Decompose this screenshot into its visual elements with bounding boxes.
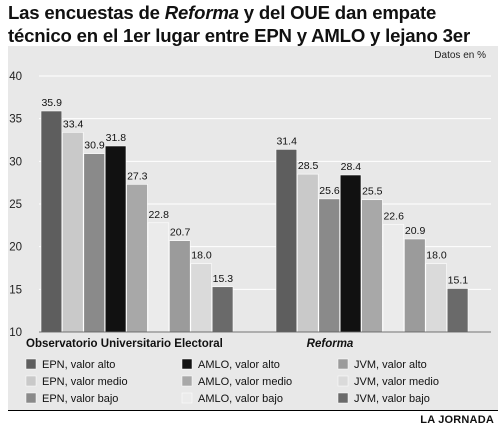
- data-label-g1-s5: 27.3: [127, 170, 148, 182]
- legend-swatch-2: [25, 375, 37, 387]
- data-label-g1-s2: 33.4: [63, 118, 84, 130]
- data-label-g2-s1: 31.4: [276, 135, 297, 147]
- legend-swatch-8: [337, 375, 349, 387]
- bar-g2-s7: [404, 238, 426, 333]
- data-label-g1-s6: 22.8: [148, 209, 169, 221]
- headline: Las encuestas de Reforma y del OUE dan e…: [8, 1, 496, 70]
- data-label-g2-s2: 28.5: [298, 160, 319, 172]
- credit: LA JORNADA: [420, 414, 494, 426]
- legend-swatch-5: [181, 375, 193, 387]
- group-label-reforma: Reforma: [307, 338, 354, 350]
- data-label-g2-s8: 18.0: [426, 250, 447, 262]
- bar-chart: Datos en % 10 15 20 25 30 35 40 35.933.430.931.8…: [9, 50, 491, 405]
- data-label-g2-s4: 28.4: [341, 161, 362, 173]
- y-tick-label-10: 10: [9, 327, 22, 339]
- bar-g2-s8: [425, 263, 447, 333]
- data-label-g1-s3: 30.9: [84, 140, 105, 152]
- y-tick-label-20: 20: [9, 242, 22, 254]
- footer-rule: [8, 410, 498, 411]
- y-tick-label-35: 35: [9, 114, 22, 126]
- bar-g1-s2: [62, 132, 84, 333]
- legend-swatch-3: [25, 392, 37, 404]
- legend-label-2: EPN, valor medio: [42, 376, 128, 388]
- bar-g2-s6: [382, 224, 405, 333]
- bar-g1-s6: [147, 222, 170, 333]
- headline-source-name: Reforma: [164, 2, 239, 23]
- legend-label-4: AMLO, valor alto: [198, 359, 280, 371]
- group-label-oue: Observatorio Universitario Electoral: [26, 338, 223, 350]
- y-tick-label-25: 25: [9, 199, 22, 211]
- bar-g2-s3: [318, 198, 340, 333]
- bar-g1-s4: [104, 145, 127, 333]
- data-label-g1-s1: 35.9: [41, 97, 62, 109]
- legend-label-5: AMLO, valor medio: [198, 376, 292, 388]
- legend-swatch-6: [181, 392, 193, 404]
- data-label-g2-s6: 22.6: [383, 210, 404, 222]
- data-label-g2-s9: 15.1: [448, 274, 469, 286]
- data-label-g2-s7: 20.9: [405, 225, 426, 237]
- legend-label-9: JVM, valor bajo: [354, 393, 430, 405]
- data-label-g1-s9: 15.3: [213, 273, 234, 285]
- y-tick-label-15: 15: [9, 284, 22, 296]
- headline-part-1: Las encuestas de: [8, 2, 165, 23]
- legend-swatch-1: [25, 358, 37, 370]
- y-tick-label-40: 40: [9, 71, 22, 83]
- bar-g1-s7: [169, 240, 191, 333]
- data-label-g1-s7: 20.7: [170, 227, 191, 239]
- legend-swatch-4: [181, 358, 193, 370]
- bar-g1-s3: [83, 153, 105, 333]
- bar-g1-s1: [40, 110, 63, 333]
- chart-panel: Datos en % 10 15 20 25 30 35 40 35.9 33.4 30.9 31.8…: [8, 46, 498, 410]
- y-tick-label-30: 30: [9, 156, 22, 168]
- data-label-g2-s5: 25.5: [362, 186, 383, 198]
- bar-g1-s8: [190, 263, 212, 333]
- data-label-g1-s8: 18.0: [191, 250, 212, 262]
- data-label-g1-s4: 31.8: [106, 132, 127, 144]
- bar-g2-s9: [446, 288, 469, 333]
- bar-g2-s5: [361, 199, 383, 333]
- headline-part-2: y del OUE dan empate técnico en el 1er l…: [8, 2, 470, 69]
- legend-swatch-9: [337, 392, 349, 404]
- legend-label-6: AMLO, valor bajo: [198, 393, 283, 405]
- bar-g1-s9: [211, 286, 234, 333]
- bar-g2-s4: [339, 174, 362, 333]
- legend-label-3: EPN, valor bajo: [42, 393, 118, 405]
- legend-label-8: JVM, valor medio: [354, 376, 439, 388]
- legend-label-7: JVM, valor alto: [354, 359, 427, 371]
- legend-swatch-7: [337, 358, 349, 370]
- legend-label-1: EPN, valor alto: [42, 359, 115, 371]
- units-note: Datos en %: [434, 50, 486, 61]
- data-label-g2-s3: 25.6: [319, 185, 340, 197]
- bar-g1-s5: [126, 184, 148, 333]
- bar-g2-s2: [297, 173, 319, 333]
- bar-g2-s1: [275, 149, 298, 333]
